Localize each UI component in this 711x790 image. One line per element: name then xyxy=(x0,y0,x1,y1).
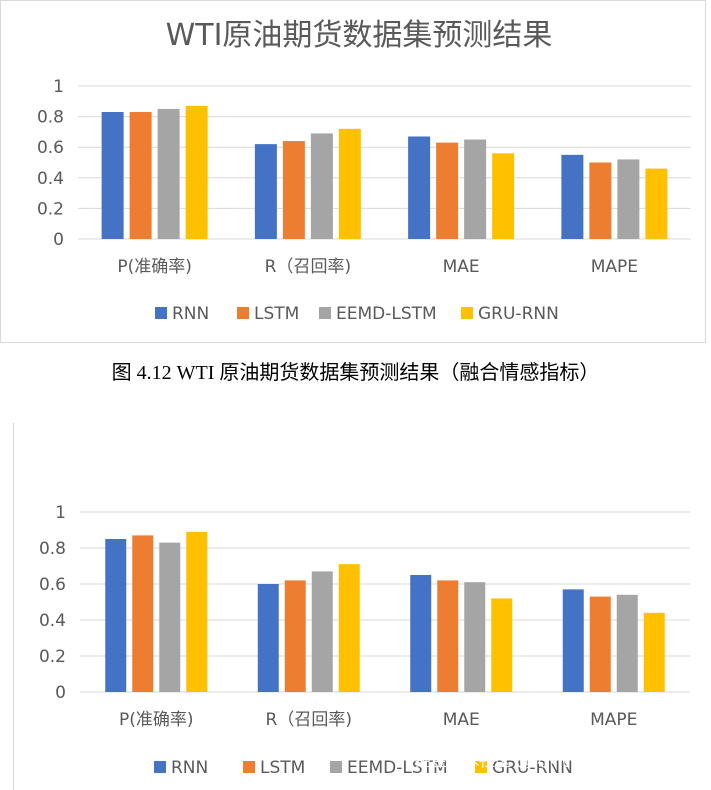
bar xyxy=(129,112,152,239)
y-tick-label: 1 xyxy=(53,77,64,97)
bar xyxy=(185,105,208,239)
bar xyxy=(338,564,360,692)
bar xyxy=(254,144,277,239)
chart-wti: WTI原油期货数据集预测结果 0 0.2 0.4 0.6 0.8 1 P(准确率) R（召回率)… xyxy=(0,0,706,343)
y-tick-label: 0.4 xyxy=(37,169,64,189)
bar xyxy=(284,580,306,692)
bar xyxy=(436,142,459,239)
legend-swatch xyxy=(154,761,166,773)
bar xyxy=(105,539,127,692)
bar xyxy=(257,584,279,692)
bar xyxy=(643,612,665,692)
bar xyxy=(310,133,333,239)
legend-label: RNN xyxy=(171,758,208,778)
bar xyxy=(464,582,486,692)
bar xyxy=(311,571,333,692)
chart-border xyxy=(13,423,14,790)
legend-label: LSTM xyxy=(254,304,299,324)
y-tick-label: 0.6 xyxy=(39,575,66,595)
legend-swatch xyxy=(237,307,249,319)
chart-brent: 伦敦布伦特原油期货数据集预测结果00.20.40.60.81P(准确率)R（召回… xyxy=(0,423,711,790)
bar xyxy=(159,542,181,692)
legend-label: GRU-RNN xyxy=(492,758,573,778)
legend-label: LSTM xyxy=(260,758,305,778)
bar xyxy=(562,589,584,692)
y-tick-label: 0 xyxy=(55,683,66,703)
bar xyxy=(561,154,584,239)
y-tick-label: 0.8 xyxy=(39,539,66,559)
bar xyxy=(589,162,612,239)
y-tick-label: 0.8 xyxy=(37,108,64,128)
legend-label: GRU-RNN xyxy=(478,304,559,324)
x-category-label: MAE xyxy=(443,257,480,277)
bar xyxy=(282,141,305,239)
legend-label: RNN xyxy=(172,304,209,324)
x-category-label: MAPE xyxy=(590,710,637,730)
chart-wti-svg: WTI原油期货数据集预测结果 0 0.2 0.4 0.6 0.8 1 P(准确率) R（召回率)… xyxy=(37,18,691,324)
legend-swatch xyxy=(319,307,331,319)
bar xyxy=(616,594,638,692)
chart-brent-svg: 伦敦布伦特原油期货数据集预测结果00.20.40.60.81P(准确率)R（召回… xyxy=(39,503,690,778)
x-category-label: MAE xyxy=(443,710,480,730)
legend-swatch xyxy=(330,761,342,773)
legend-label: EEMD-LSTM xyxy=(336,304,437,324)
bar xyxy=(408,136,431,239)
y-tick-label: 1 xyxy=(55,503,66,523)
y-tick-label: 0.2 xyxy=(39,647,66,667)
legend-label: EEMD-LSTM xyxy=(347,758,448,778)
legend-swatch xyxy=(461,307,473,319)
bar xyxy=(186,531,208,692)
bar xyxy=(437,580,459,692)
bar xyxy=(410,575,432,692)
bar xyxy=(132,535,154,692)
bar xyxy=(617,159,640,239)
x-category-label: P(准确率) xyxy=(117,257,192,277)
y-tick-label: 0 xyxy=(53,230,64,250)
legend-swatch xyxy=(243,761,255,773)
bar xyxy=(491,598,513,692)
bar xyxy=(645,168,668,239)
chart-title: WTI原油期货数据集预测结果 xyxy=(166,18,553,53)
bar xyxy=(464,139,487,239)
y-tick-label: 0.4 xyxy=(39,611,66,631)
x-category-label: R（召回率) xyxy=(266,710,352,730)
bar xyxy=(157,108,180,239)
bar xyxy=(492,153,515,239)
figure-caption: 图 4.12 WTI 原油期货数据集预测结果（融合情感指标） xyxy=(111,362,600,384)
y-tick-label: 0.6 xyxy=(37,138,64,158)
legend-swatch xyxy=(475,761,487,773)
watermark: 掘金技术社区 @ 小飞计算机毕设 xyxy=(415,751,650,770)
bar xyxy=(338,128,361,239)
bar xyxy=(589,596,611,692)
x-category-label: P(准确率) xyxy=(119,710,194,730)
x-category-label: MAPE xyxy=(591,257,638,277)
y-tick-label: 0.2 xyxy=(37,199,64,219)
x-category-label: R（召回率) xyxy=(265,257,351,277)
legend-swatch xyxy=(155,307,167,319)
bar xyxy=(101,112,124,239)
